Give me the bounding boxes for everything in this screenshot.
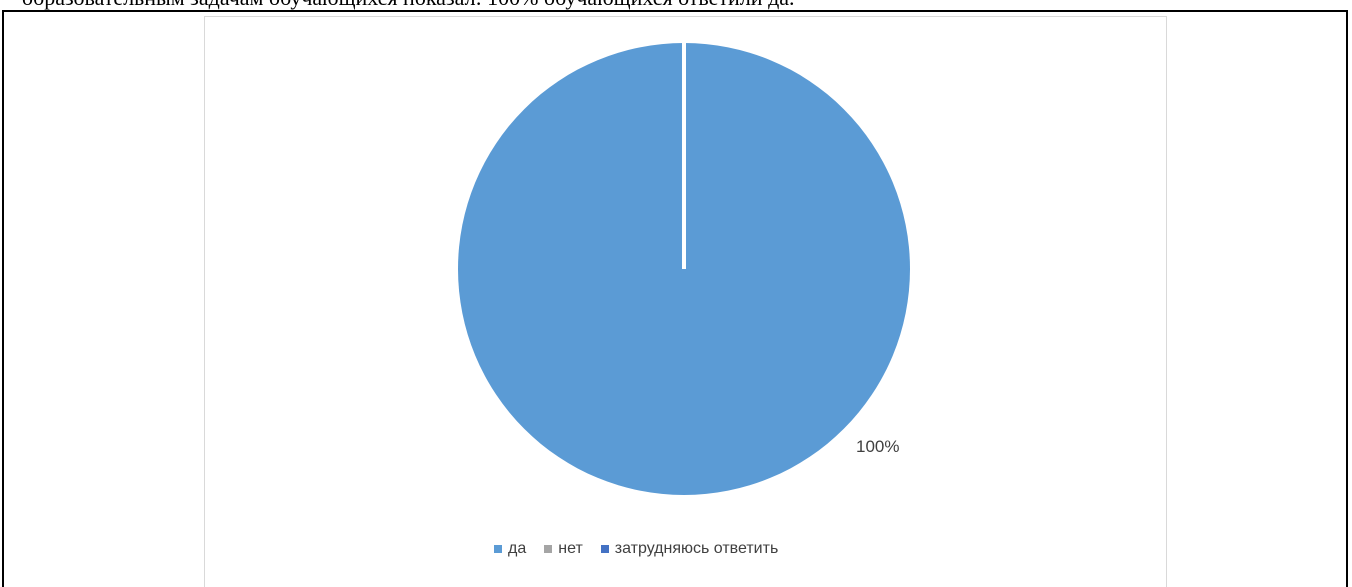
legend-swatch-da	[494, 545, 502, 553]
legend-label-zatrudnyayus: затрудняюсь ответить	[614, 540, 779, 557]
data-label-da: 100%	[856, 437, 899, 456]
document-frame	[2, 10, 1348, 587]
legend-item-da: да	[494, 540, 526, 558]
legend-swatch-zatrudnyayus	[600, 545, 609, 553]
legend-label-da: да	[508, 540, 527, 557]
document-text: образовательным задачам обучающихся пока…	[22, 0, 1342, 10]
legend-swatch-net	[544, 545, 553, 553]
legend-label-net: нет	[558, 540, 583, 557]
pie-slices	[458, 43, 910, 495]
legend: да нет затрудняюсь ответить	[494, 540, 778, 558]
legend-item-zatrudnyayus: затрудняюсь ответить	[600, 540, 779, 558]
legend-item-net: нет	[544, 540, 583, 558]
